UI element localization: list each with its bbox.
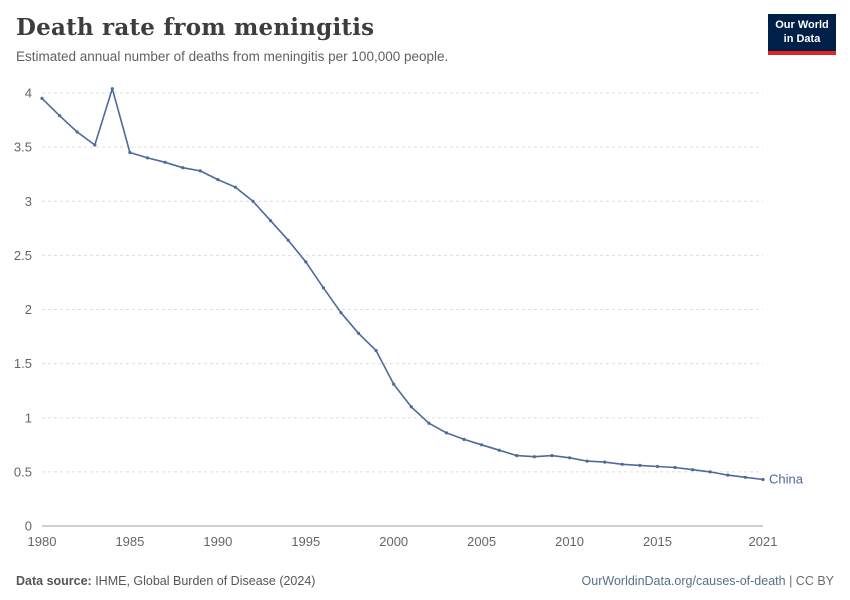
x-tick-label: 2005 [467, 534, 496, 549]
data-point[interactable] [356, 331, 361, 335]
data-point[interactable] [603, 460, 607, 464]
data-point[interactable] [198, 169, 202, 173]
data-point[interactable] [532, 455, 537, 459]
data-point[interactable] [726, 473, 730, 477]
data-point[interactable] [409, 405, 413, 409]
y-tick-label: 2 [25, 302, 32, 317]
data-point[interactable] [743, 475, 748, 479]
data-point[interactable] [128, 150, 132, 155]
data-point[interactable] [708, 470, 712, 474]
data-point[interactable] [75, 130, 79, 134]
owid-logo-line1: Our World [775, 19, 829, 31]
data-point[interactable] [110, 87, 114, 91]
y-tick-label: 0.5 [14, 464, 32, 479]
x-tick-label: 1980 [28, 534, 57, 549]
data-source-note: Data source: IHME, Global Burden of Dise… [16, 574, 315, 588]
data-point[interactable] [673, 465, 677, 470]
data-point[interactable] [585, 459, 589, 463]
y-tick-label: 3.5 [14, 140, 32, 155]
chart-footer: Data source: IHME, Global Burden of Dise… [16, 574, 834, 588]
data-point[interactable] [374, 349, 378, 353]
line-series-china[interactable] [41, 87, 764, 481]
data-point[interactable] [40, 96, 44, 100]
x-tick-label: 1990 [203, 534, 232, 549]
data-point[interactable] [568, 456, 572, 460]
x-tick-label: 2010 [555, 534, 584, 549]
series-label-china[interactable]: China [769, 471, 804, 486]
data-point[interactable] [497, 448, 501, 452]
y-tick-label: 1.5 [14, 356, 32, 371]
data-point[interactable] [181, 166, 185, 170]
chart-subtitle: Estimated annual number of deaths from m… [16, 49, 449, 64]
owid-logo-line2: in Data [783, 32, 821, 45]
data-point[interactable] [269, 219, 273, 223]
data-point[interactable] [444, 431, 449, 435]
data-point[interactable] [761, 477, 765, 482]
data-point[interactable] [462, 437, 466, 441]
data-point[interactable] [145, 156, 150, 160]
x-tick-label: 2021 [749, 534, 778, 549]
y-tick-label: 0 [25, 519, 32, 534]
owid-url-link[interactable]: OurWorldinData.org/causes-of-death [581, 574, 786, 588]
owid-logo: Our World in Data [768, 14, 836, 55]
data-point[interactable] [550, 454, 554, 458]
footer-attribution: OurWorldinData.org/causes-of-death | CC … [582, 574, 834, 588]
page-title: Death rate from meningitis [16, 14, 375, 41]
data-point[interactable] [339, 311, 343, 315]
license-label: | CC BY [785, 574, 834, 588]
y-tick-label: 2.5 [14, 248, 32, 263]
y-tick-label: 3 [25, 194, 32, 209]
data-point[interactable] [286, 238, 290, 242]
data-point[interactable] [691, 468, 695, 472]
data-point[interactable] [321, 286, 325, 290]
data-point[interactable] [427, 421, 431, 425]
data-point[interactable] [163, 160, 167, 164]
y-tick-label: 1 [25, 410, 32, 425]
data-point[interactable] [655, 464, 660, 469]
y-tick-label: 4 [25, 86, 32, 101]
data-point[interactable] [216, 178, 220, 182]
data-point[interactable] [58, 114, 62, 118]
chart-area: 0 0.5 1 1.5 2 2.5 3 3.5 4 1980 1985 1990 1995 2000 200… [0, 76, 850, 551]
data-point[interactable] [93, 143, 97, 147]
x-tick-label: 1985 [115, 534, 144, 549]
data-point[interactable] [620, 462, 624, 466]
data-point[interactable] [392, 382, 396, 386]
data-point[interactable] [233, 185, 237, 189]
data-point[interactable] [304, 260, 308, 264]
x-tick-label: 2000 [379, 534, 408, 549]
data-source-label: Data source: [16, 574, 92, 588]
chart-header: Death rate from meningitis Estimated ann… [16, 14, 750, 64]
data-point[interactable] [638, 463, 642, 467]
line-chart-canvas: 0 0.5 1 1.5 2 2.5 3 3.5 4 1980 1985 1990 1995 2000 200… [14, 86, 804, 550]
x-tick-label: 1995 [291, 534, 320, 549]
data-source-text: IHME, Global Burden of Disease (2024) [91, 574, 316, 588]
data-point[interactable] [251, 199, 255, 203]
x-tick-label: 2015 [643, 534, 672, 549]
data-point[interactable] [515, 454, 519, 458]
data-point[interactable] [480, 443, 484, 447]
